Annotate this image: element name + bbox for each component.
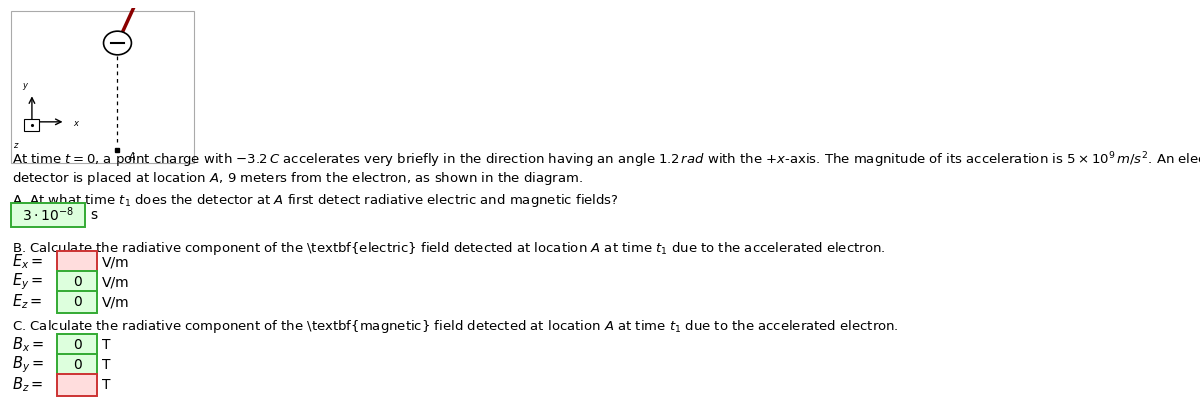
- Circle shape: [103, 31, 132, 55]
- Text: $B_z =$: $B_z =$: [12, 376, 43, 394]
- Text: T: T: [102, 378, 110, 392]
- Text: C. Calculate the radiative component of the \textbf{magnetic} field detected at : C. Calculate the radiative component of …: [12, 318, 899, 335]
- FancyBboxPatch shape: [58, 354, 97, 376]
- FancyBboxPatch shape: [58, 271, 97, 293]
- Text: $3\cdot 10^{-8}$: $3\cdot 10^{-8}$: [22, 206, 74, 224]
- FancyBboxPatch shape: [12, 12, 193, 163]
- FancyBboxPatch shape: [58, 374, 97, 396]
- Text: A. At what time $t_1$ does the detector at $A$ first detect radiative electric a: A. At what time $t_1$ does the detector …: [12, 192, 619, 209]
- Text: T: T: [102, 358, 110, 372]
- Text: A: A: [128, 152, 136, 162]
- Text: At time $t = 0$, a point charge with $-3.2\,C$ accelerates very briefly in the d: At time $t = 0$, a point charge with $-3…: [12, 150, 1200, 170]
- Text: B. Calculate the radiative component of the \textbf{electric} field detected at : B. Calculate the radiative component of …: [12, 240, 886, 257]
- FancyBboxPatch shape: [58, 291, 97, 313]
- Text: y: y: [22, 81, 26, 90]
- Text: T: T: [102, 338, 110, 352]
- Text: $E_x =$: $E_x =$: [12, 253, 43, 271]
- Text: 0: 0: [73, 338, 82, 352]
- Text: 0: 0: [73, 358, 82, 372]
- Text: $B_y =$: $B_y =$: [12, 355, 44, 375]
- Text: V/m: V/m: [102, 295, 130, 309]
- Text: $E_y =$: $E_y =$: [12, 272, 43, 292]
- FancyBboxPatch shape: [11, 203, 85, 227]
- Text: 0: 0: [73, 275, 82, 289]
- Text: $B_x =$: $B_x =$: [12, 336, 44, 354]
- Text: V/m: V/m: [102, 255, 130, 269]
- Text: 0: 0: [73, 295, 82, 309]
- Text: x: x: [73, 119, 78, 128]
- FancyBboxPatch shape: [58, 251, 97, 273]
- Text: s: s: [90, 208, 97, 222]
- Text: $E_z =$: $E_z =$: [12, 293, 42, 311]
- Text: z: z: [13, 141, 17, 150]
- Text: V/m: V/m: [102, 275, 130, 289]
- FancyBboxPatch shape: [58, 334, 97, 356]
- Bar: [24, 119, 40, 131]
- Text: detector is placed at location $A$, 9 meters from the electron, as shown in the : detector is placed at location $A$, 9 me…: [12, 170, 583, 187]
